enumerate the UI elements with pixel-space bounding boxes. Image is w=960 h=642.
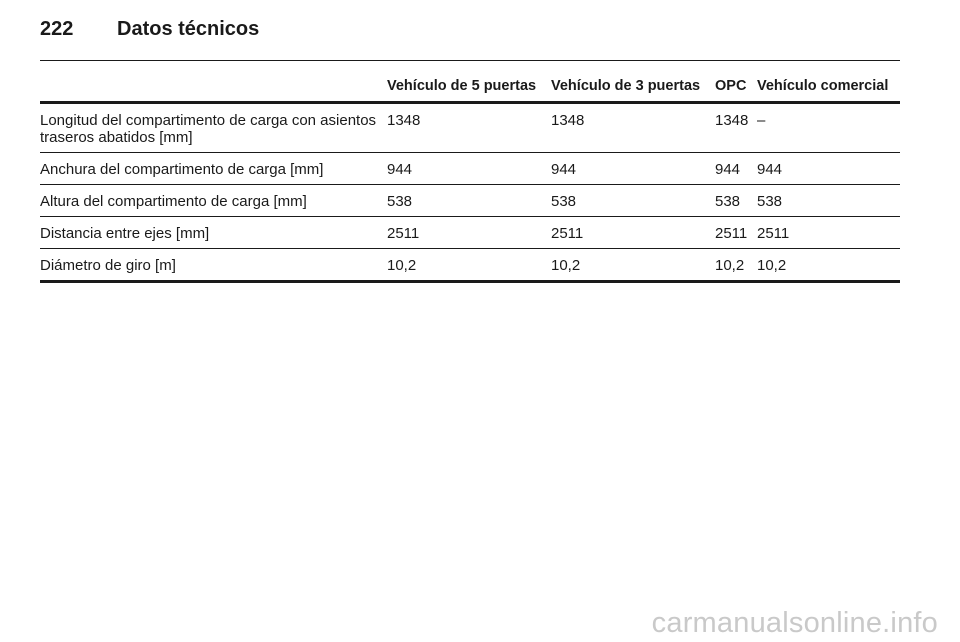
row-label: Distancia entre ejes [mm] <box>40 225 210 242</box>
table-cell: 2511 <box>757 225 790 242</box>
table-cell: 10,2 <box>551 257 581 274</box>
row-label: Anchura del compartimento de carga [mm] <box>40 161 324 178</box>
page-title: Datos técnicos <box>117 18 260 40</box>
column-header-opc: OPC <box>715 78 747 94</box>
table-row: Anchura del compartimento de carga [mm] … <box>40 153 900 185</box>
table-cell: 1348 <box>387 112 421 129</box>
row-label: Longitud del compartimento de carga con … <box>40 112 377 146</box>
table-cell: 1348 <box>551 112 585 129</box>
table-row: Longitud del compartimento de carga con … <box>40 104 900 153</box>
table-cell: 2511 <box>715 225 748 242</box>
table-row: Distancia entre ejes [mm] 2511 2511 2511… <box>40 217 900 249</box>
table-cell: 2511 <box>551 225 584 242</box>
table-header-row: Vehículo de 5 puertas Vehículo de 3 puer… <box>40 78 900 104</box>
table-cell: 1348 <box>715 112 749 129</box>
table-cell: – <box>757 112 766 129</box>
header-divider <box>40 60 900 61</box>
table-cell: 10,2 <box>757 257 787 274</box>
table-cell: 538 <box>387 193 413 210</box>
table-row: Altura del compartimento de carga [mm] 5… <box>40 185 900 217</box>
column-header-5-door: Vehículo de 5 puertas <box>387 78 537 94</box>
table-cell: 538 <box>715 193 741 210</box>
column-header-description <box>40 78 387 95</box>
column-header-3-door: Vehículo de 3 puertas <box>551 78 701 94</box>
table-cell: 944 <box>387 161 413 178</box>
table-row: Diámetro de giro [m] 10,2 10,2 10,2 10,2 <box>40 249 900 283</box>
table-cell: 944 <box>757 161 783 178</box>
table-cell: 2511 <box>387 225 420 242</box>
table-cell: 10,2 <box>387 257 417 274</box>
page-header: 222 Datos técnicos <box>40 18 259 41</box>
table-cell: 944 <box>551 161 577 178</box>
table-cell: 944 <box>715 161 741 178</box>
table-cell: 10,2 <box>715 257 745 274</box>
technical-data-table: Vehículo de 5 puertas Vehículo de 3 puer… <box>40 78 900 283</box>
column-header-commercial: Vehículo comercial <box>757 78 889 94</box>
row-label: Altura del compartimento de carga [mm] <box>40 193 307 210</box>
table-cell: 538 <box>757 193 783 210</box>
table-cell: 538 <box>551 193 577 210</box>
page-number: 222 <box>40 18 74 40</box>
row-label: Diámetro de giro [m] <box>40 257 176 274</box>
watermark: carmanualsonline.info <box>651 607 938 639</box>
